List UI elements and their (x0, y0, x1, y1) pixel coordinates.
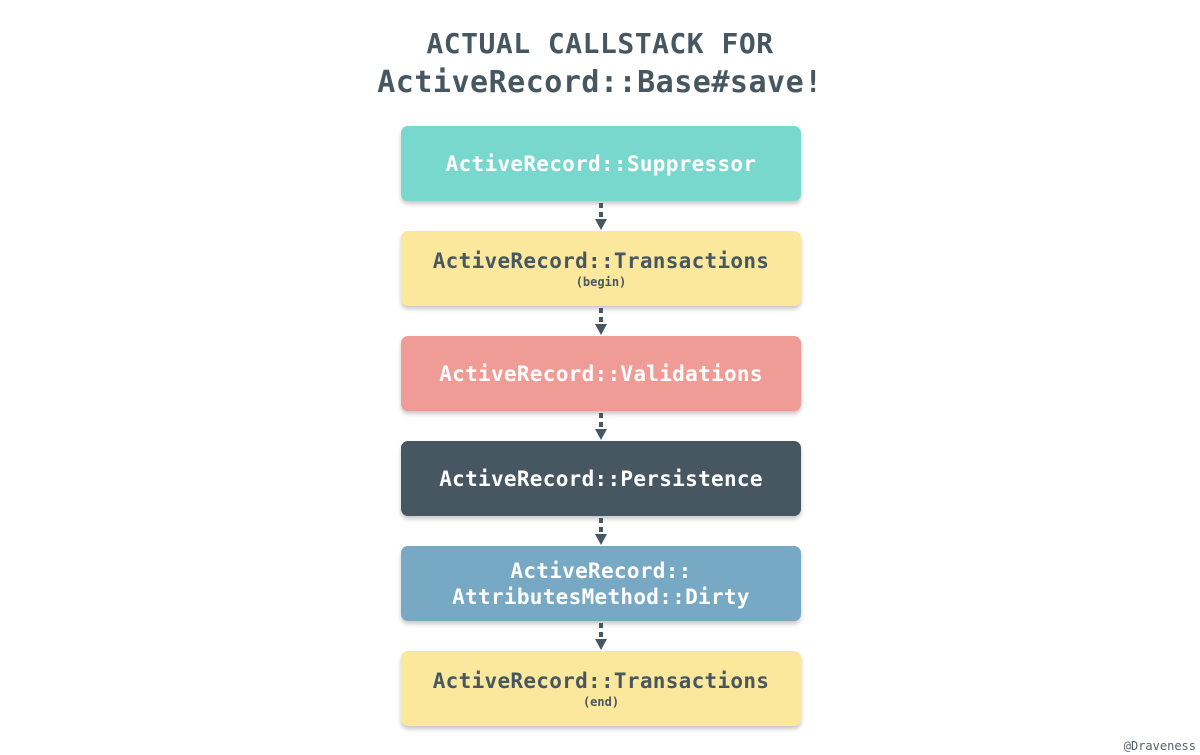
callstack-box-2: ActiveRecord::Transactions(begin) (401, 231, 801, 306)
callstack-box-sublabel: (begin) (575, 275, 627, 289)
callstack-box-label: ActiveRecord:: AttributesMethod::Dirty (452, 558, 750, 609)
callstack-box-4: ActiveRecord::Persistence (401, 441, 801, 516)
flow-arrow-down-icon (594, 308, 608, 335)
callstack-box-label: ActiveRecord::Suppressor (445, 151, 757, 176)
callstack-box-1: ActiveRecord::Suppressor (401, 126, 801, 201)
flow-arrow-down-icon (594, 413, 608, 440)
author-credit: @Draveness (1123, 739, 1196, 753)
flow-arrow-down-icon (594, 518, 608, 545)
diagram-title-line-2: ActiveRecord::Base#save! (377, 65, 823, 100)
diagram-title-line-1: ACTUAL CALLSTACK FOR (426, 27, 774, 60)
callstack-box-label: ActiveRecord::Transactions (432, 669, 770, 693)
callstack-box-5: ActiveRecord:: AttributesMethod::Dirty (401, 546, 801, 621)
flow-arrow-down-icon (594, 203, 608, 230)
callstack-box-label: ActiveRecord::Transactions (432, 249, 770, 273)
callstack-box-sublabel: (end) (582, 695, 620, 709)
callstack-box-3: ActiveRecord::Validations (401, 336, 801, 411)
flow-arrow-down-icon (594, 623, 608, 650)
callstack-box-label: ActiveRecord::Persistence (439, 466, 763, 491)
callstack-box-6: ActiveRecord::Transactions(end) (401, 651, 801, 726)
callstack-box-label: ActiveRecord::Validations (439, 361, 763, 386)
